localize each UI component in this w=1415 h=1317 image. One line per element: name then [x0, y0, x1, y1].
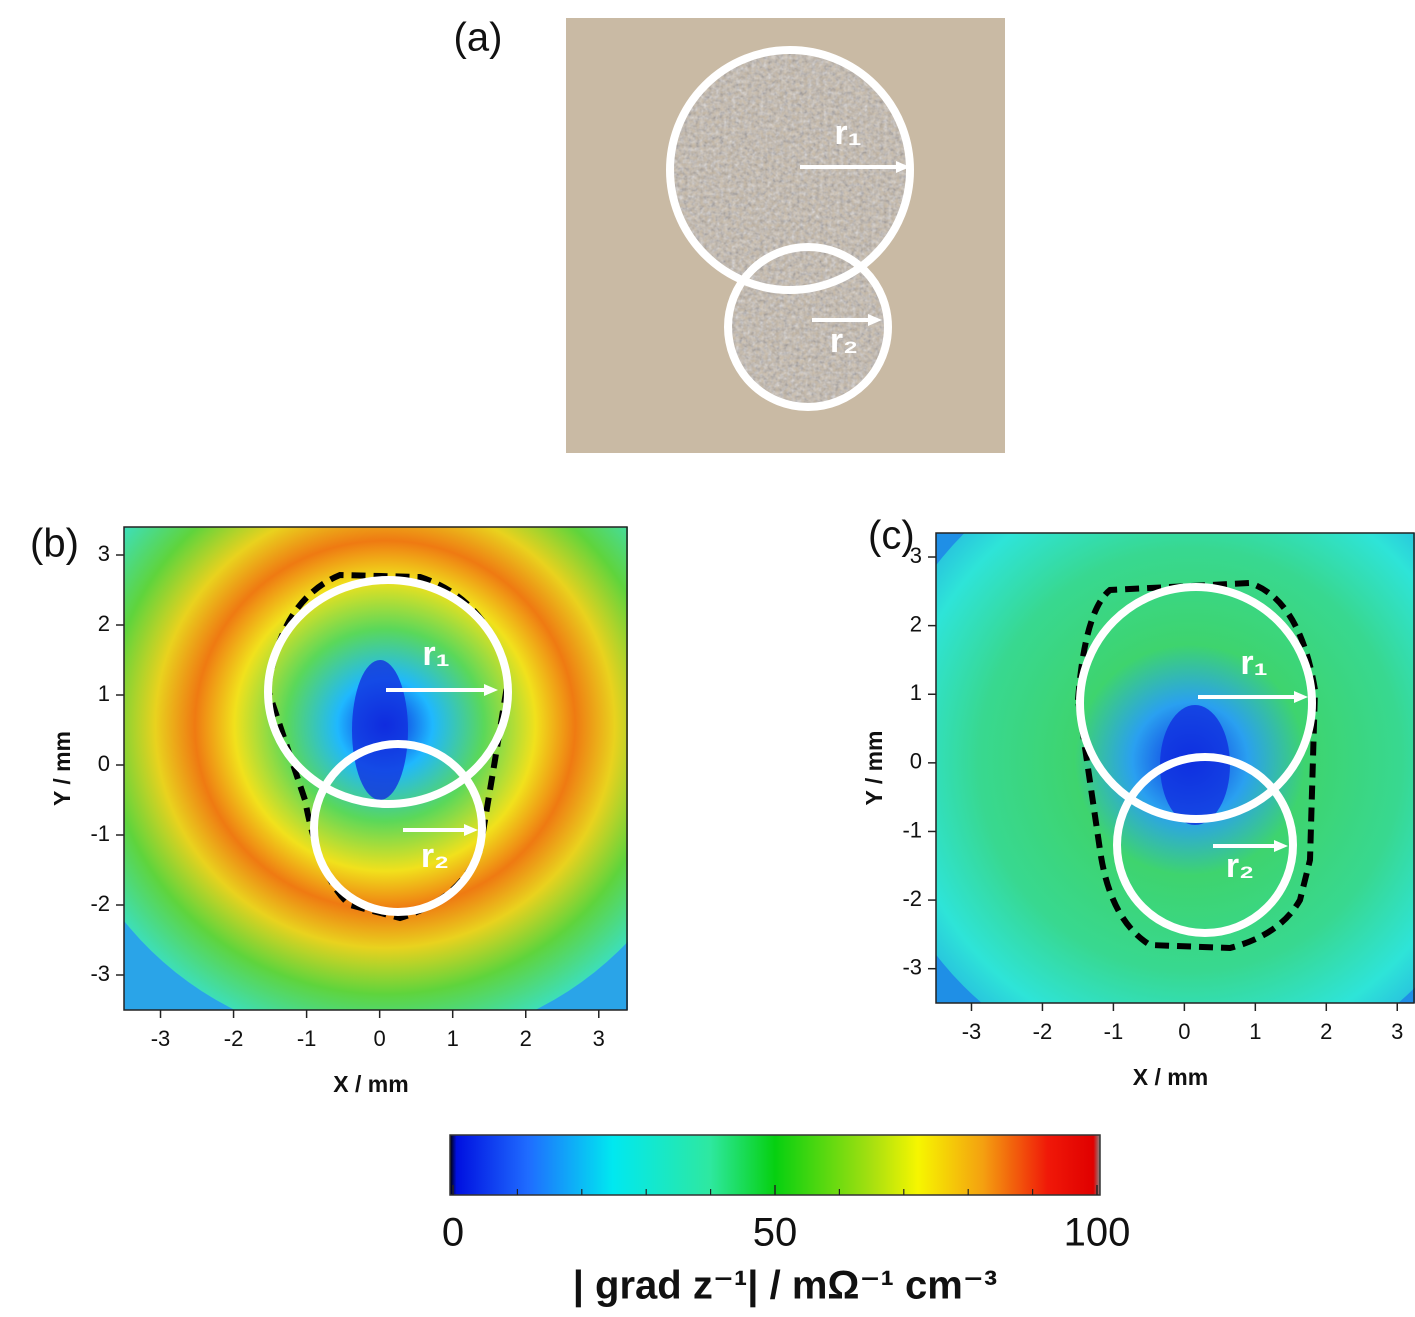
- colorbar-label: | grad z⁻¹| / mΩ⁻¹ cm⁻³: [573, 1264, 998, 1308]
- y-tick-label: -3: [902, 955, 922, 980]
- x-tick-label: -3: [151, 1026, 171, 1051]
- y-tick-label: -1: [902, 817, 922, 842]
- y-tick-label: -1: [90, 821, 110, 846]
- x-tick-label: 3: [593, 1026, 605, 1051]
- x-tick-label: 1: [447, 1026, 459, 1051]
- x-tick-label: 0: [1178, 1019, 1190, 1044]
- y-axis-label: Y / mm: [861, 731, 887, 806]
- x-tick-label: 1: [1249, 1019, 1261, 1044]
- outline: r₁ r₂: [264, 571, 512, 922]
- x-axis-label: X / mm: [1133, 1064, 1208, 1090]
- x-tick-label: -2: [1033, 1019, 1053, 1044]
- y-axis-label: Y / mm: [49, 731, 75, 806]
- panel-label: (a): [454, 16, 503, 60]
- r2-label: r₂: [830, 322, 858, 360]
- x-tick-label: 2: [520, 1026, 532, 1051]
- y-tick-label: 3: [910, 543, 922, 568]
- r2-label: r₂: [1226, 847, 1254, 885]
- x-tick-label: 3: [1391, 1019, 1403, 1044]
- colorbar-tick-label: 0: [442, 1211, 464, 1255]
- r2-label: r₂: [421, 837, 449, 875]
- outline: r₁ r₂: [1074, 579, 1319, 952]
- y-tick-label: -2: [902, 886, 922, 911]
- y-tick-label: 0: [98, 751, 110, 776]
- panel-label: (c): [868, 514, 915, 558]
- x-tick-label: -1: [1104, 1019, 1124, 1044]
- plot-frame: [935, 532, 1415, 1004]
- y-tick-label: 2: [910, 611, 922, 636]
- y-tick-label: 2: [98, 611, 110, 636]
- x-axis-label: X / mm: [333, 1071, 408, 1097]
- r1-label: r₁: [834, 114, 861, 152]
- y-tick-label: 1: [98, 681, 110, 706]
- y-tick-label: 1: [910, 680, 922, 705]
- contour-field: [936, 533, 1415, 1003]
- x-tick-label: 0: [374, 1026, 386, 1051]
- x-tick-label: -1: [297, 1026, 317, 1051]
- r1-label: r₁: [422, 635, 449, 673]
- colorbar-tick-label: 100: [1064, 1211, 1131, 1255]
- r1-label: r₁: [1240, 644, 1267, 682]
- y-tick-label: -3: [90, 961, 110, 986]
- x-tick-label: -3: [962, 1019, 982, 1044]
- panel-label: (b): [30, 522, 79, 566]
- x-tick-label: -2: [224, 1026, 244, 1051]
- y-tick-label: 3: [98, 541, 110, 566]
- y-tick-label: 0: [910, 749, 922, 774]
- photo: r₁ r₂: [566, 18, 1005, 453]
- colorbar-tick-label: 50: [753, 1211, 798, 1255]
- contour-field: [124, 527, 628, 1010]
- plot-frame: [123, 526, 628, 1011]
- y-tick-label: -2: [90, 891, 110, 916]
- x-tick-label: 2: [1320, 1019, 1332, 1044]
